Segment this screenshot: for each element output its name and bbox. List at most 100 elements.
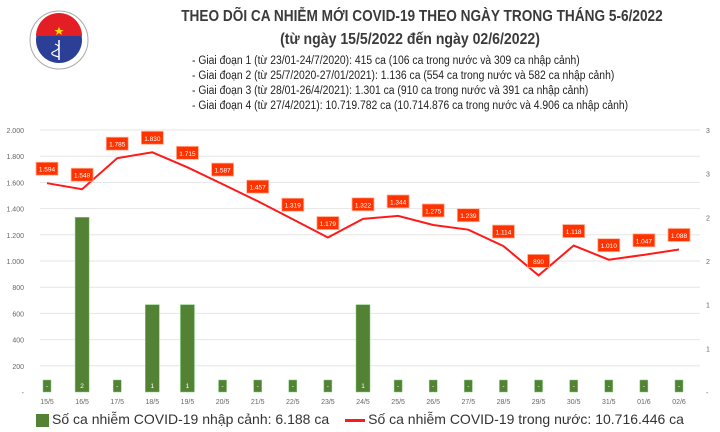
bar-label: -: [397, 383, 399, 390]
bar: [569, 379, 578, 393]
bar: [42, 379, 52, 393]
bar: [74, 217, 90, 393]
x-tick: 25/5: [391, 399, 405, 406]
line-label: 1.047: [636, 238, 653, 245]
bar-label: -: [643, 383, 645, 390]
line-label: 1.785: [109, 142, 126, 149]
line-label-box: [351, 197, 375, 212]
bar-label: -: [116, 383, 118, 390]
y-right-tick: 2: [706, 215, 710, 222]
bar-label: -: [221, 383, 223, 390]
y-left-tick: 600: [12, 311, 24, 318]
line-series: [46, 151, 680, 277]
x-tick: 30/5: [567, 399, 581, 406]
bar: [604, 379, 614, 393]
line-label-box: [597, 238, 621, 253]
x-tick: 20/5: [216, 399, 230, 406]
line-label-box: [492, 224, 515, 239]
x-tick: 19/5: [181, 399, 195, 406]
phase-note: - Giai đoạn 3 (từ 28/01-26/4/2021): 1.30…: [192, 85, 589, 97]
phase-note: - Giai đoạn 4 (từ 27/4/2021): 10.719.782…: [192, 100, 629, 112]
line-label: 1.275: [425, 208, 442, 215]
line-label-box: [105, 136, 129, 151]
line-label-box: [667, 228, 691, 242]
line-label-box: [176, 145, 199, 160]
x-tick: 31/5: [602, 399, 616, 406]
line-label: 1.594: [39, 167, 56, 174]
bar: [180, 304, 195, 393]
line-label: 1.319: [285, 203, 302, 210]
bar: [112, 379, 122, 393]
line-label: 1.344: [390, 199, 407, 206]
x-tick: 21/5: [251, 399, 265, 406]
x-tick: 23/5: [321, 399, 335, 406]
bar-label: 1: [186, 383, 190, 390]
bar: [428, 379, 438, 393]
y-left-tick: 800: [12, 285, 24, 292]
x-tick: 17/5: [110, 399, 124, 406]
bar: [464, 379, 473, 393]
y-left-tick: 200: [12, 364, 24, 371]
line-label: 1.715: [179, 151, 196, 158]
line-label: 1.088: [671, 233, 688, 240]
chart-subtitle: (từ ngày 15/5/2022 đến ngày 02/6/2022): [280, 31, 540, 48]
line-label: 1.548: [74, 173, 91, 180]
bar-label: -: [432, 383, 434, 390]
bar-label: -: [537, 383, 539, 390]
line-label-box: [386, 194, 410, 209]
line-label: 1.830: [144, 136, 161, 143]
line-label: 890: [533, 259, 544, 266]
phase-note: - Giai đoạn 2 (từ 25/7/2020-27/01/2021):…: [192, 70, 615, 82]
bar-label: -: [573, 383, 575, 390]
line-label-box: [421, 203, 445, 218]
line-label: 1.239: [460, 213, 477, 220]
y-right-tick: 3: [706, 128, 710, 135]
bar-label: -: [608, 383, 610, 390]
line-label-box: [281, 197, 305, 212]
legend-label: Số ca nhiễm COVID-19 trong nước: 10.716.…: [368, 411, 684, 427]
bar: [288, 379, 298, 393]
y-right-tick: -: [706, 390, 709, 397]
bar: [393, 379, 403, 393]
bar-label: 2: [80, 383, 84, 390]
bar: [323, 379, 333, 393]
x-tick: 24/5: [356, 399, 370, 406]
bar: [145, 304, 160, 393]
y-left-tick: 400: [12, 338, 24, 345]
bar-label: -: [292, 383, 294, 390]
bar: [218, 379, 227, 393]
bar: [253, 379, 262, 393]
y-left-tick: 1.200: [6, 233, 24, 240]
line-label-box: [527, 254, 550, 268]
bar-label: -: [502, 383, 504, 390]
legend-item-imported: Số ca nhiễm COVID-19 nhập cảnh: 6.188 ca: [36, 411, 329, 427]
line-label: 1.010: [601, 243, 618, 250]
x-tick: 26/5: [426, 399, 440, 406]
legend-item-domestic: Số ca nhiễm COVID-19 trong nước: 10.716.…: [345, 411, 684, 427]
chart-title: THEO DÕI CA NHIỄM MỚI COVID-19 THEO NGÀY…: [181, 8, 663, 25]
ministry-logo: [29, 10, 89, 70]
bar: [674, 379, 684, 393]
bar-label: 1: [151, 383, 155, 390]
line-label-box: [246, 179, 270, 194]
line-label: 1.587: [214, 168, 231, 175]
y-left-tick: 1.400: [6, 207, 24, 214]
y-right-tick: 3: [706, 172, 710, 179]
bar: [534, 379, 543, 393]
x-tick: 22/5: [286, 399, 300, 406]
y-left-tick: 1.000: [6, 259, 24, 266]
bar-label: 1: [361, 383, 365, 390]
line-label-box: [70, 167, 94, 182]
line-label-box: [35, 161, 59, 176]
legend-label: Số ca nhiễm COVID-19 nhập cảnh: 6.188 ca: [52, 411, 330, 427]
phase-notes: - Giai đoạn 1 (từ 23/01-24/7/2020): 415 …: [192, 54, 672, 114]
y-left-tick: 1.600: [6, 180, 24, 187]
bar-label: -: [467, 383, 469, 390]
bar: [639, 379, 649, 393]
phase-note: - Giai đoạn 1 (từ 23/01-24/7/2020): 415 …: [192, 55, 580, 67]
x-tick: 16/5: [75, 399, 89, 406]
line-label-box: [140, 130, 164, 145]
line-label-box: [562, 224, 586, 238]
